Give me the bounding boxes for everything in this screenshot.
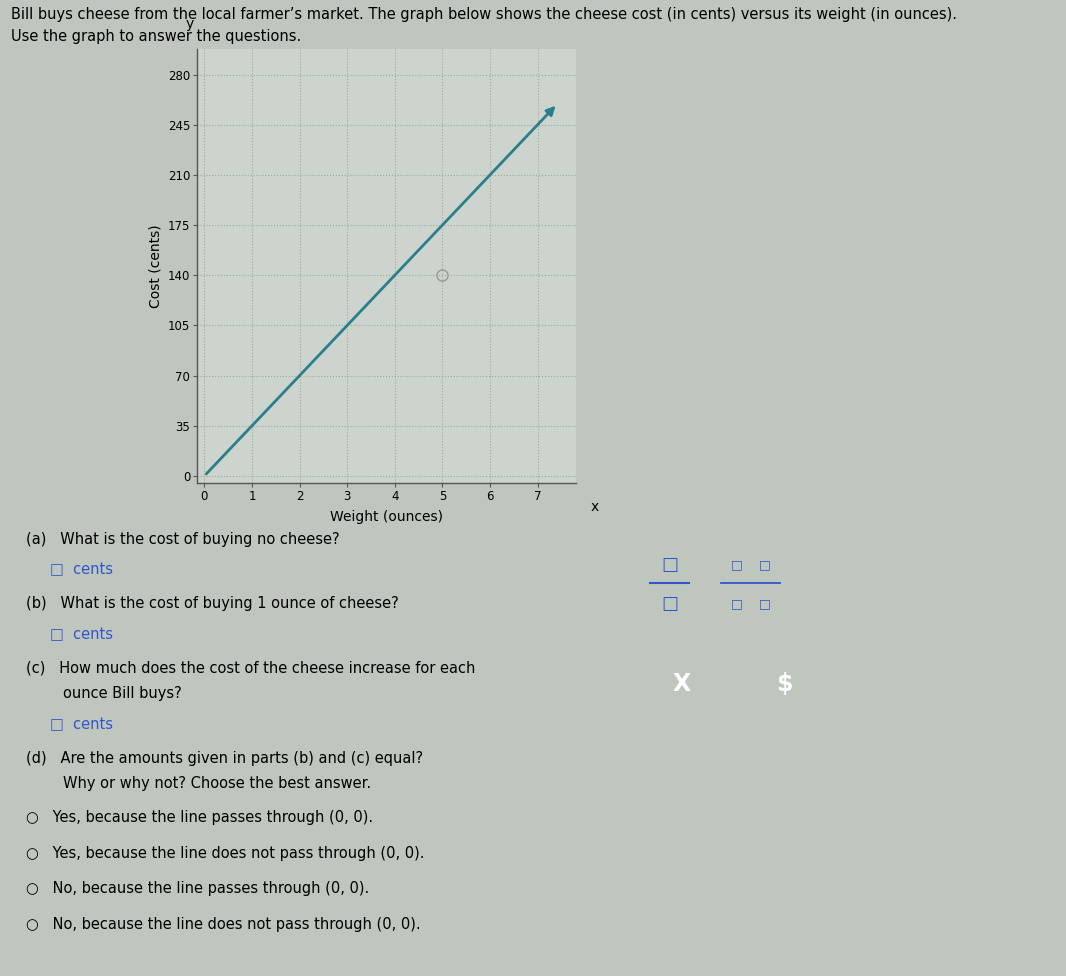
Text: ○   No, because the line does not pass through (0, 0).: ○ No, because the line does not pass thr…	[26, 916, 420, 932]
Text: □  cents: □ cents	[50, 627, 113, 642]
Text: (d)   Are the amounts given in parts (b) and (c) equal?: (d) Are the amounts given in parts (b) a…	[26, 751, 423, 765]
Text: □: □	[759, 558, 771, 571]
Text: ○   No, because the line passes through (0, 0).: ○ No, because the line passes through (0…	[26, 881, 369, 896]
Text: □: □	[759, 597, 771, 610]
Y-axis label: Cost (cents): Cost (cents)	[148, 224, 162, 307]
Text: x: x	[591, 501, 599, 514]
Text: y: y	[185, 18, 194, 31]
Text: □  cents: □ cents	[50, 563, 113, 578]
Text: X: X	[672, 672, 691, 696]
Text: Use the graph to answer the questions.: Use the graph to answer the questions.	[11, 29, 301, 44]
Text: □: □	[661, 594, 678, 613]
Text: ○   Yes, because the line passes through (0, 0).: ○ Yes, because the line passes through (…	[26, 810, 373, 825]
Text: □: □	[731, 597, 743, 610]
Text: □: □	[731, 558, 743, 571]
Text: (a)   What is the cost of buying no cheese?: (a) What is the cost of buying no cheese…	[26, 532, 339, 547]
X-axis label: Weight (ounces): Weight (ounces)	[329, 510, 443, 524]
Text: □  cents: □ cents	[50, 716, 113, 732]
Text: $: $	[776, 672, 793, 696]
Text: □: □	[661, 555, 678, 574]
Text: (c)   How much does the cost of the cheese increase for each: (c) How much does the cost of the cheese…	[26, 661, 475, 675]
Text: Why or why not? Choose the best answer.: Why or why not? Choose the best answer.	[26, 776, 371, 791]
Text: Bill buys cheese from the local farmer’s market. The graph below shows the chees: Bill buys cheese from the local farmer’s…	[11, 7, 956, 21]
Text: (b)   What is the cost of buying 1 ounce of cheese?: (b) What is the cost of buying 1 ounce o…	[26, 596, 399, 611]
Text: ounce Bill buys?: ounce Bill buys?	[26, 686, 181, 701]
Text: ○   Yes, because the line does not pass through (0, 0).: ○ Yes, because the line does not pass th…	[26, 845, 424, 861]
